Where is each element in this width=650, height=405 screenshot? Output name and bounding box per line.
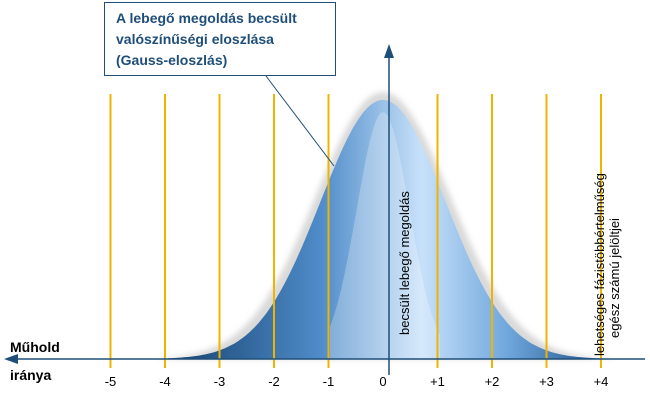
satellite-direction-label-1: Műhold <box>10 339 60 355</box>
tick-label: +4 <box>593 374 609 389</box>
float-estimate-label: becsült lebegő megoldás <box>397 191 412 335</box>
float-estimate-arrowhead <box>384 44 394 58</box>
tick-label: +3 <box>539 374 554 389</box>
callout-line-3: (Gauss-eloszlás) <box>116 52 228 68</box>
gaussian-curve <box>168 100 605 359</box>
tick-label: +1 <box>430 374 445 389</box>
candidates-label-line-2: egész számú jelöltjei <box>607 218 622 338</box>
tick-label: -5 <box>104 374 117 389</box>
tick-label: -4 <box>159 374 171 389</box>
candidate-lines <box>109 94 602 368</box>
callout-pointer <box>265 75 335 167</box>
callout-line-2: valószínűségi eloszlása <box>116 31 274 47</box>
tick-label: +2 <box>484 374 500 389</box>
tick-label: 0 <box>379 374 387 389</box>
satellite-direction-label-2: iránya <box>10 367 52 383</box>
distribution-callout: A lebegő megoldás becsült valószínűségi … <box>104 2 336 76</box>
callout-line-1: A lebegő megoldás becsült <box>116 10 297 26</box>
candidates-label-line-1: lehetséges fázistöbbértelműség <box>592 173 607 356</box>
tick-label: -1 <box>322 374 335 389</box>
tick-label: -3 <box>213 374 226 389</box>
gaussian-curve-highlight <box>330 112 440 359</box>
tick-label: -2 <box>268 374 280 389</box>
satellite-direction-arrowhead <box>4 354 18 364</box>
